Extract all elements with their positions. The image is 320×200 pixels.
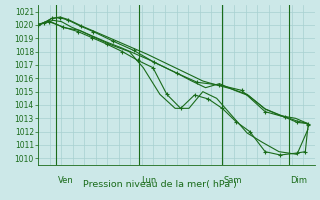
- Text: Lun: Lun: [141, 176, 156, 185]
- Text: Pression niveau de la mer( hPa ): Pression niveau de la mer( hPa ): [83, 180, 237, 189]
- Text: Dim: Dim: [290, 176, 307, 185]
- Text: Ven: Ven: [58, 176, 73, 185]
- Text: Sam: Sam: [224, 176, 242, 185]
